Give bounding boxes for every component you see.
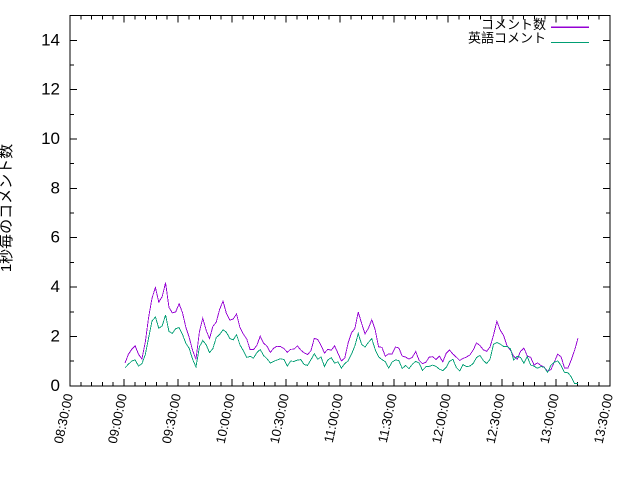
svg-text:10: 10 — [41, 129, 60, 148]
svg-text:0: 0 — [51, 376, 60, 395]
svg-text:8: 8 — [51, 178, 60, 197]
svg-text:英語コメント: 英語コメント — [468, 31, 546, 46]
svg-text:1秒毎のコメント数: 1秒毎のコメント数 — [0, 144, 15, 272]
svg-text:12: 12 — [41, 80, 60, 99]
svg-text:14: 14 — [41, 30, 60, 49]
svg-text:4: 4 — [51, 277, 60, 296]
svg-text:2: 2 — [51, 326, 60, 345]
svg-text:6: 6 — [51, 228, 60, 247]
